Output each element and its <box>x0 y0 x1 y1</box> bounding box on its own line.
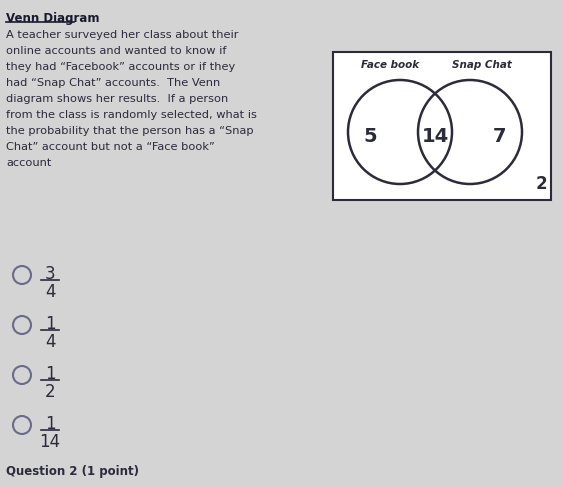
Text: 14: 14 <box>421 128 449 147</box>
Text: Venn Diagram: Venn Diagram <box>6 12 100 25</box>
Text: 4: 4 <box>44 333 55 351</box>
Text: the probability that the person has a “Snap: the probability that the person has a “S… <box>6 126 253 136</box>
Text: A teacher surveyed her class about their: A teacher surveyed her class about their <box>6 30 239 40</box>
Text: 3: 3 <box>44 265 55 283</box>
Text: 14: 14 <box>39 433 61 451</box>
Text: diagram shows her results.  If a person: diagram shows her results. If a person <box>6 94 228 104</box>
Text: account: account <box>6 158 51 168</box>
Text: 7: 7 <box>493 128 507 147</box>
Text: 2: 2 <box>535 175 547 193</box>
Text: 5: 5 <box>363 128 377 147</box>
Text: from the class is randomly selected, what is: from the class is randomly selected, wha… <box>6 110 257 120</box>
Text: 4: 4 <box>44 283 55 301</box>
Text: 2: 2 <box>44 383 55 401</box>
Text: Question 2 (1 point): Question 2 (1 point) <box>6 465 139 478</box>
Text: Snap Chat: Snap Chat <box>452 60 512 70</box>
Text: Chat” account but not a “Face book”: Chat” account but not a “Face book” <box>6 142 215 152</box>
Text: 1: 1 <box>44 365 55 383</box>
Text: 1: 1 <box>44 415 55 433</box>
Text: 1: 1 <box>44 315 55 333</box>
Text: online accounts and wanted to know if: online accounts and wanted to know if <box>6 46 226 56</box>
Text: had “Snap Chat” accounts.  The Venn: had “Snap Chat” accounts. The Venn <box>6 78 220 88</box>
Text: Face book: Face book <box>361 60 419 70</box>
FancyBboxPatch shape <box>333 52 551 200</box>
Text: they had “Facebook” accounts or if they: they had “Facebook” accounts or if they <box>6 62 235 72</box>
